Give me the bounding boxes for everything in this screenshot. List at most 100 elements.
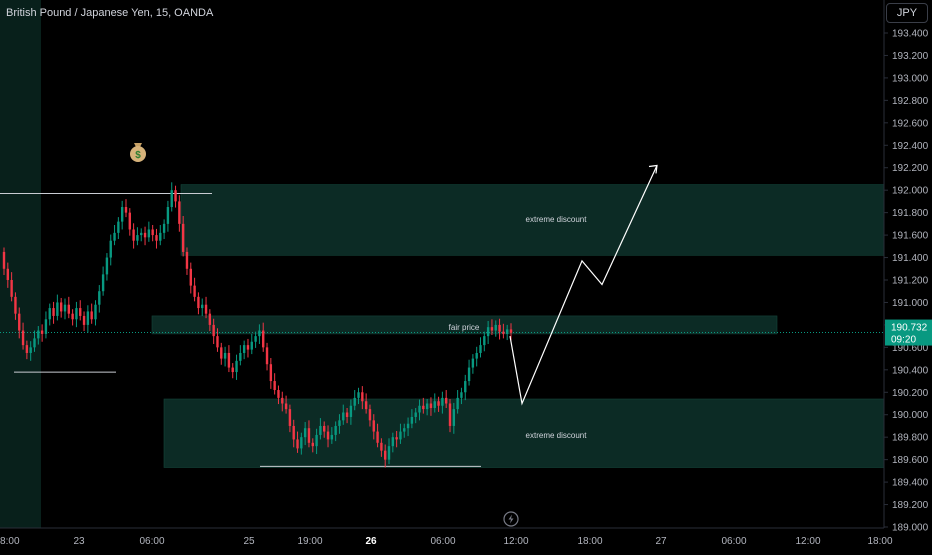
candle xyxy=(479,337,482,358)
zone-box xyxy=(163,398,885,468)
currency-button[interactable]: JPY xyxy=(886,3,928,23)
candle-body xyxy=(353,397,356,406)
time-tick-label: 06:00 xyxy=(139,536,164,547)
candle-body xyxy=(147,229,151,238)
candle-body xyxy=(29,347,32,353)
time-tick-label: 06:00 xyxy=(430,536,455,547)
candle xyxy=(159,224,162,246)
candle-body xyxy=(246,345,250,350)
candle xyxy=(59,297,63,318)
candle-body xyxy=(448,403,452,426)
candle xyxy=(25,340,29,360)
candle xyxy=(315,428,318,455)
candle-body xyxy=(44,319,48,334)
candle xyxy=(376,423,379,448)
candle-body xyxy=(269,364,273,382)
candle xyxy=(281,391,284,412)
price-tick-label: 190.400 xyxy=(892,365,929,376)
candle xyxy=(10,272,13,302)
candle xyxy=(246,338,250,358)
candle-body xyxy=(220,347,223,359)
candle-body xyxy=(33,338,36,348)
candle xyxy=(147,221,151,242)
candle-body xyxy=(387,446,391,460)
candle-body xyxy=(174,190,177,202)
candle xyxy=(212,318,215,344)
candle-body xyxy=(494,324,497,331)
candle xyxy=(52,301,55,324)
candle xyxy=(14,292,17,320)
candle-body xyxy=(94,304,97,320)
candle-body xyxy=(90,311,93,320)
symbol-title[interactable]: British Pound / Japanese Yen, 15, OANDA xyxy=(6,7,214,19)
price-tick-label: 189.600 xyxy=(892,455,929,466)
candle-body xyxy=(486,327,490,337)
candle-body xyxy=(143,232,147,238)
candle-body xyxy=(227,352,231,368)
candle-body xyxy=(52,308,55,316)
candle-body xyxy=(197,296,200,309)
candle-body xyxy=(372,420,375,432)
time-axis[interactable]: 18:00 23 06:00 25 19:00 26 06:00 12:00 18:00 27 06… xyxy=(0,536,893,547)
candle-body xyxy=(6,268,10,280)
candle-body xyxy=(323,425,326,432)
lightning-icon[interactable] xyxy=(503,511,519,527)
candle xyxy=(174,185,177,208)
candle xyxy=(231,363,234,379)
candle xyxy=(387,438,391,465)
candle-body xyxy=(303,428,307,438)
candle-body xyxy=(273,381,276,391)
candle xyxy=(460,387,463,405)
candle-body xyxy=(395,437,398,440)
candle xyxy=(120,200,124,230)
price-tick-label: 193.000 xyxy=(892,73,929,84)
candle-body xyxy=(59,302,63,312)
candle xyxy=(109,234,112,266)
price-axis[interactable]: 193.400 193.200 193.000 192.800 192.600 192.4… xyxy=(884,29,929,534)
candle xyxy=(349,399,353,425)
candle xyxy=(258,324,261,344)
candle xyxy=(67,296,71,319)
candle xyxy=(498,318,501,340)
candle-body xyxy=(231,367,234,373)
candle xyxy=(29,341,32,361)
candle xyxy=(414,407,417,424)
candle xyxy=(334,421,337,442)
candle xyxy=(79,300,82,321)
price-tick-label: 192.400 xyxy=(892,141,929,152)
candle xyxy=(155,228,158,249)
candle-body xyxy=(181,223,185,252)
candle xyxy=(384,444,387,468)
candle xyxy=(90,303,93,324)
candle-body xyxy=(429,403,433,408)
candle xyxy=(181,216,185,257)
candle xyxy=(288,404,292,433)
candle xyxy=(239,345,242,366)
time-tick-label: 25 xyxy=(243,536,255,547)
candle xyxy=(140,228,143,242)
candle-body xyxy=(25,345,29,353)
candle-body xyxy=(98,291,101,305)
candle xyxy=(437,396,440,412)
candle xyxy=(273,373,276,395)
candle xyxy=(319,418,322,440)
price-tick-label: 189.800 xyxy=(892,433,929,444)
candle xyxy=(105,253,109,281)
candle-body xyxy=(204,304,208,314)
candle xyxy=(193,277,196,302)
candle-body xyxy=(509,329,513,333)
candle-body xyxy=(117,221,120,233)
candle-body xyxy=(357,392,360,398)
candle xyxy=(254,331,257,348)
bar-countdown: 09:20 xyxy=(891,335,916,346)
time-tick-label: 18:00 xyxy=(867,536,892,547)
candle-body xyxy=(71,313,74,320)
candle-body xyxy=(406,423,410,429)
price-tick-label: 189.200 xyxy=(892,500,929,511)
candle-body xyxy=(433,401,436,408)
candle-body xyxy=(376,431,379,443)
candle xyxy=(101,266,105,296)
candle xyxy=(21,322,25,350)
